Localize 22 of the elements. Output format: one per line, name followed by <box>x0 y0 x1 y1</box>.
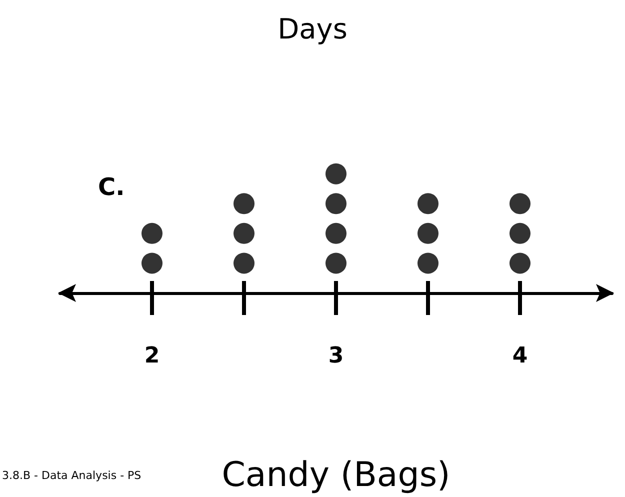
text: 3.8.B - Data Analysis - PS <box>2 469 142 482</box>
point <box>142 252 162 274</box>
point <box>326 163 346 184</box>
point <box>326 193 346 214</box>
point <box>142 222 162 244</box>
point <box>418 193 438 214</box>
point <box>510 193 530 214</box>
point <box>510 252 530 274</box>
point <box>418 252 438 274</box>
x-axis-title: Candy (Bags) <box>222 455 450 495</box>
x-tick-label: 3 <box>328 344 344 368</box>
x-tick-label: 2 <box>144 344 160 368</box>
point <box>234 193 254 214</box>
point <box>418 222 438 244</box>
point <box>326 222 346 244</box>
point <box>326 252 346 274</box>
point <box>510 222 530 244</box>
annotation: C. <box>98 173 125 201</box>
point <box>234 222 254 244</box>
point <box>234 252 254 274</box>
x-tick-label: 4 <box>512 344 528 368</box>
chart-title: Days <box>278 12 348 46</box>
